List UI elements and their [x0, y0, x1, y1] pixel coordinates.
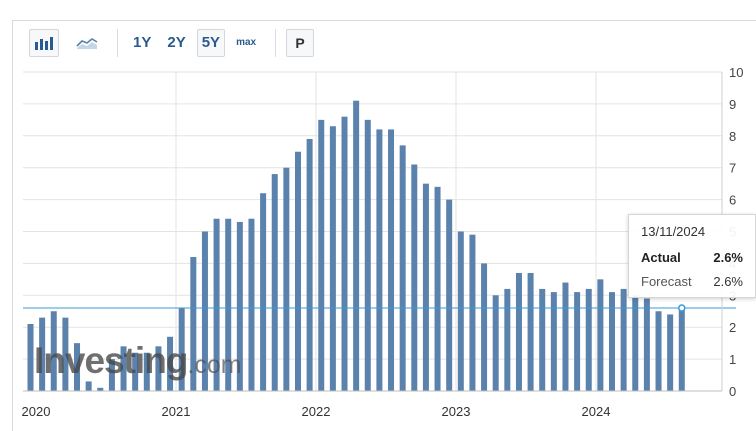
forecast-marker: [678, 304, 686, 312]
tooltip-forecast-label: Forecast: [641, 274, 692, 289]
bar[interactable]: [225, 218, 232, 391]
bar[interactable]: [108, 359, 115, 391]
bar[interactable]: [178, 308, 185, 391]
bar[interactable]: [85, 381, 92, 391]
bar[interactable]: [609, 292, 615, 391]
range-1y-button[interactable]: 1Y: [133, 34, 152, 51]
bars-group: [27, 100, 685, 392]
bar[interactable]: [434, 186, 441, 391]
bar[interactable]: [655, 311, 662, 391]
y-tick-label: 10: [729, 65, 743, 80]
bar[interactable]: [306, 138, 313, 391]
bar[interactable]: [329, 126, 336, 391]
bar[interactable]: [504, 288, 511, 391]
bar[interactable]: [50, 311, 57, 391]
y-tick-label: 1: [729, 352, 736, 367]
toolbar-divider: [117, 28, 118, 57]
bar[interactable]: [294, 151, 301, 391]
bar[interactable]: [236, 221, 243, 391]
x-tick-label: 2022: [302, 404, 331, 419]
tooltip-date: 13/11/2024: [641, 224, 706, 239]
bar[interactable]: [667, 314, 674, 391]
forecast-line-group: [23, 304, 736, 312]
x-tick-label: 2023: [442, 404, 471, 419]
bar[interactable]: [643, 298, 650, 391]
x-tick-label: 2020: [22, 404, 51, 419]
area-chart-icon[interactable]: [71, 29, 103, 57]
y-tick-label: 2: [729, 320, 736, 335]
bar[interactable]: [597, 279, 604, 391]
bar[interactable]: [515, 272, 522, 391]
bar[interactable]: [62, 317, 69, 391]
bar[interactable]: [201, 231, 208, 392]
bar[interactable]: [411, 164, 418, 391]
chart-toolbar: 1Y 2Y 5Y max P: [13, 21, 756, 64]
watermark-suffix: .com: [187, 351, 242, 379]
bar[interactable]: [341, 116, 348, 391]
bar[interactable]: [376, 129, 383, 392]
x-tick-label: 2021: [162, 404, 191, 419]
bar[interactable]: [562, 282, 569, 391]
y-tick-label: 7: [729, 161, 736, 176]
range-2y-button[interactable]: 2Y: [167, 34, 186, 51]
range-max-button[interactable]: max: [236, 37, 257, 48]
bar[interactable]: [620, 288, 627, 391]
x-tick-label: 2024: [582, 404, 611, 419]
chart-frame: [12, 20, 756, 431]
grid-lines: [23, 71, 722, 392]
bar[interactable]: [388, 129, 395, 392]
bar[interactable]: [132, 352, 139, 391]
bar[interactable]: [527, 272, 534, 391]
bar[interactable]: [457, 231, 464, 392]
bar[interactable]: [213, 218, 220, 391]
bar[interactable]: [481, 263, 488, 391]
bar[interactable]: [190, 257, 197, 391]
bar[interactable]: [27, 324, 34, 391]
tooltip-actual-label: Actual: [641, 250, 681, 265]
bar-chart-icon[interactable]: [29, 28, 59, 57]
bar[interactable]: [155, 346, 162, 391]
bar[interactable]: [399, 145, 406, 391]
bar[interactable]: [120, 346, 127, 391]
bar[interactable]: [248, 218, 255, 391]
bar[interactable]: [574, 292, 581, 391]
p-button[interactable]: P: [286, 28, 315, 57]
bar[interactable]: [143, 352, 150, 391]
investing-watermark: Investing.com: [34, 342, 242, 379]
tooltip-forecast-value: 2.6%: [713, 274, 743, 289]
tooltip-actual-value: 2.6%: [713, 250, 743, 265]
bar[interactable]: [318, 119, 325, 391]
bar[interactable]: [353, 100, 360, 392]
bar[interactable]: [469, 234, 476, 391]
bar[interactable]: [539, 288, 546, 391]
y-tick-label: 6: [729, 193, 736, 208]
bar[interactable]: [167, 336, 174, 391]
bar[interactable]: [271, 174, 278, 391]
bar[interactable]: [632, 295, 639, 391]
bar[interactable]: [585, 288, 592, 391]
bar[interactable]: [364, 119, 371, 391]
bar[interactable]: [678, 308, 685, 391]
bar[interactable]: [446, 199, 453, 391]
bar[interactable]: [39, 317, 46, 391]
bar[interactable]: [550, 292, 557, 391]
range-5y-button[interactable]: 5Y: [196, 28, 226, 57]
bar[interactable]: [260, 193, 267, 391]
bar[interactable]: [283, 167, 290, 391]
watermark-brand: Investing: [34, 340, 188, 381]
data-tooltip: 13/11/2024 Actual 2.6% Forecast 2.6%: [628, 214, 756, 298]
x-axis: 2020 2021 2022 2023 2024: [22, 390, 722, 419]
y-tick-label: 0: [729, 384, 736, 399]
bar[interactable]: [422, 183, 429, 391]
bar[interactable]: [97, 387, 104, 391]
toolbar-divider: [275, 28, 277, 57]
y-tick-label: 8: [729, 129, 736, 144]
bar[interactable]: [74, 343, 81, 391]
y-tick-label: 9: [729, 97, 736, 112]
bar[interactable]: [492, 295, 499, 391]
